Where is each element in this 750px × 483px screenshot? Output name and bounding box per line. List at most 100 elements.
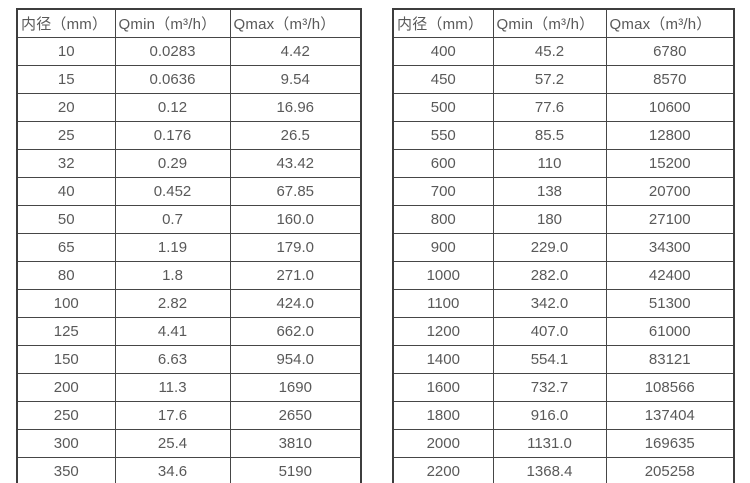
data-cell: 1.19 [114,233,231,262]
data-cell: 0.0283 [114,37,231,66]
data-cell: 34.6 [114,457,231,483]
data-cell: 1200 [392,317,494,346]
table-row: 100 2.82 424.0 [16,289,362,318]
data-cell: 137404 [605,401,735,430]
data-cell: 169635 [605,429,735,458]
table-row: 20 0.12 16.96 [16,93,362,122]
data-cell: 400 [392,37,494,66]
table-row: 25 0.176 26.5 [16,121,362,150]
data-cell: 80 [16,261,116,290]
data-cell: 34300 [605,233,735,262]
table-row: 32 0.29 43.42 [16,149,362,178]
table-row: 40 0.452 67.85 [16,177,362,206]
data-cell: 180 [492,205,607,234]
header-cell: 内径（mm） [16,8,116,38]
data-cell: 229.0 [492,233,607,262]
table-row: 250 17.6 2650 [16,401,362,430]
data-cell: 15 [16,65,116,94]
data-cell: 3810 [229,429,362,458]
data-cell: 12800 [605,121,735,150]
data-cell: 4.41 [114,317,231,346]
table-row: 500 77.6 10600 [392,93,735,122]
table-row: 1800 916.0 137404 [392,401,735,430]
data-cell: 10600 [605,93,735,122]
header-row: 内径（mm） Qmin（m³/h） Qmax（m³/h） [392,8,735,38]
header-cell: Qmin（m³/h） [492,8,607,38]
header-cell: 内径（mm） [392,8,494,38]
table-row: 15 0.0636 9.54 [16,65,362,94]
data-cell: 0.12 [114,93,231,122]
data-cell: 6.63 [114,345,231,374]
data-cell: 65 [16,233,116,262]
table-row: 1600 732.7 108566 [392,373,735,402]
data-cell: 138 [492,177,607,206]
table-row: 2200 1368.4 205258 [392,457,735,483]
table-row: 600 110 15200 [392,149,735,178]
data-cell: 5190 [229,457,362,483]
data-cell: 15200 [605,149,735,178]
data-cell: 11.3 [114,373,231,402]
data-cell: 50 [16,205,116,234]
data-cell: 17.6 [114,401,231,430]
data-cell: 550 [392,121,494,150]
data-cell: 160.0 [229,205,362,234]
table-row: 65 1.19 179.0 [16,233,362,262]
data-cell: 85.5 [492,121,607,150]
data-cell: 51300 [605,289,735,318]
flow-range-table-small-diameters: 内径（mm） Qmin（m³/h） Qmax（m³/h） 10 0.0283 4.42 15… [16,8,362,483]
data-cell: 25.4 [114,429,231,458]
data-cell: 27100 [605,205,735,234]
data-cell: 2650 [229,401,362,430]
data-cell: 108566 [605,373,735,402]
table-row: 1100 342.0 51300 [392,289,735,318]
table-row: 300 25.4 3810 [16,429,362,458]
data-cell: 20 [16,93,116,122]
data-cell: 1000 [392,261,494,290]
data-cell: 2000 [392,429,494,458]
data-cell: 424.0 [229,289,362,318]
table-row: 900 229.0 34300 [392,233,735,262]
table-row: 700 138 20700 [392,177,735,206]
data-cell: 200 [16,373,116,402]
header-row: 内径（mm） Qmin（m³/h） Qmax（m³/h） [16,8,362,38]
data-cell: 800 [392,205,494,234]
data-cell: 100 [16,289,116,318]
data-cell: 25 [16,121,116,150]
data-cell: 1800 [392,401,494,430]
table-row: 50 0.7 160.0 [16,205,362,234]
data-cell: 4.42 [229,37,362,66]
data-cell: 20700 [605,177,735,206]
data-cell: 32 [16,149,116,178]
data-cell: 0.29 [114,149,231,178]
table-row: 400 45.2 6780 [392,37,735,66]
data-cell: 450 [392,65,494,94]
table-row: 150 6.63 954.0 [16,345,362,374]
data-cell: 732.7 [492,373,607,402]
flow-range-table-large-diameters: 内径（mm） Qmin（m³/h） Qmax（m³/h） 400 45.2 6780 450… [392,8,735,483]
data-cell: 1100 [392,289,494,318]
data-cell: 40 [16,177,116,206]
data-cell: 61000 [605,317,735,346]
data-cell: 1600 [392,373,494,402]
data-cell: 282.0 [492,261,607,290]
data-cell: 42400 [605,261,735,290]
data-cell: 916.0 [492,401,607,430]
data-cell: 10 [16,37,116,66]
table-row: 1000 282.0 42400 [392,261,735,290]
table-row: 800 180 27100 [392,205,735,234]
data-cell: 250 [16,401,116,430]
header-cell: Qmax（m³/h） [605,8,735,38]
data-cell: 0.176 [114,121,231,150]
data-cell: 77.6 [492,93,607,122]
data-cell: 554.1 [492,345,607,374]
data-cell: 83121 [605,345,735,374]
data-cell: 0.0636 [114,65,231,94]
data-cell: 600 [392,149,494,178]
data-cell: 2.82 [114,289,231,318]
data-cell: 1368.4 [492,457,607,483]
data-cell: 57.2 [492,65,607,94]
data-cell: 205258 [605,457,735,483]
data-cell: 271.0 [229,261,362,290]
table-row: 10 0.0283 4.42 [16,37,362,66]
